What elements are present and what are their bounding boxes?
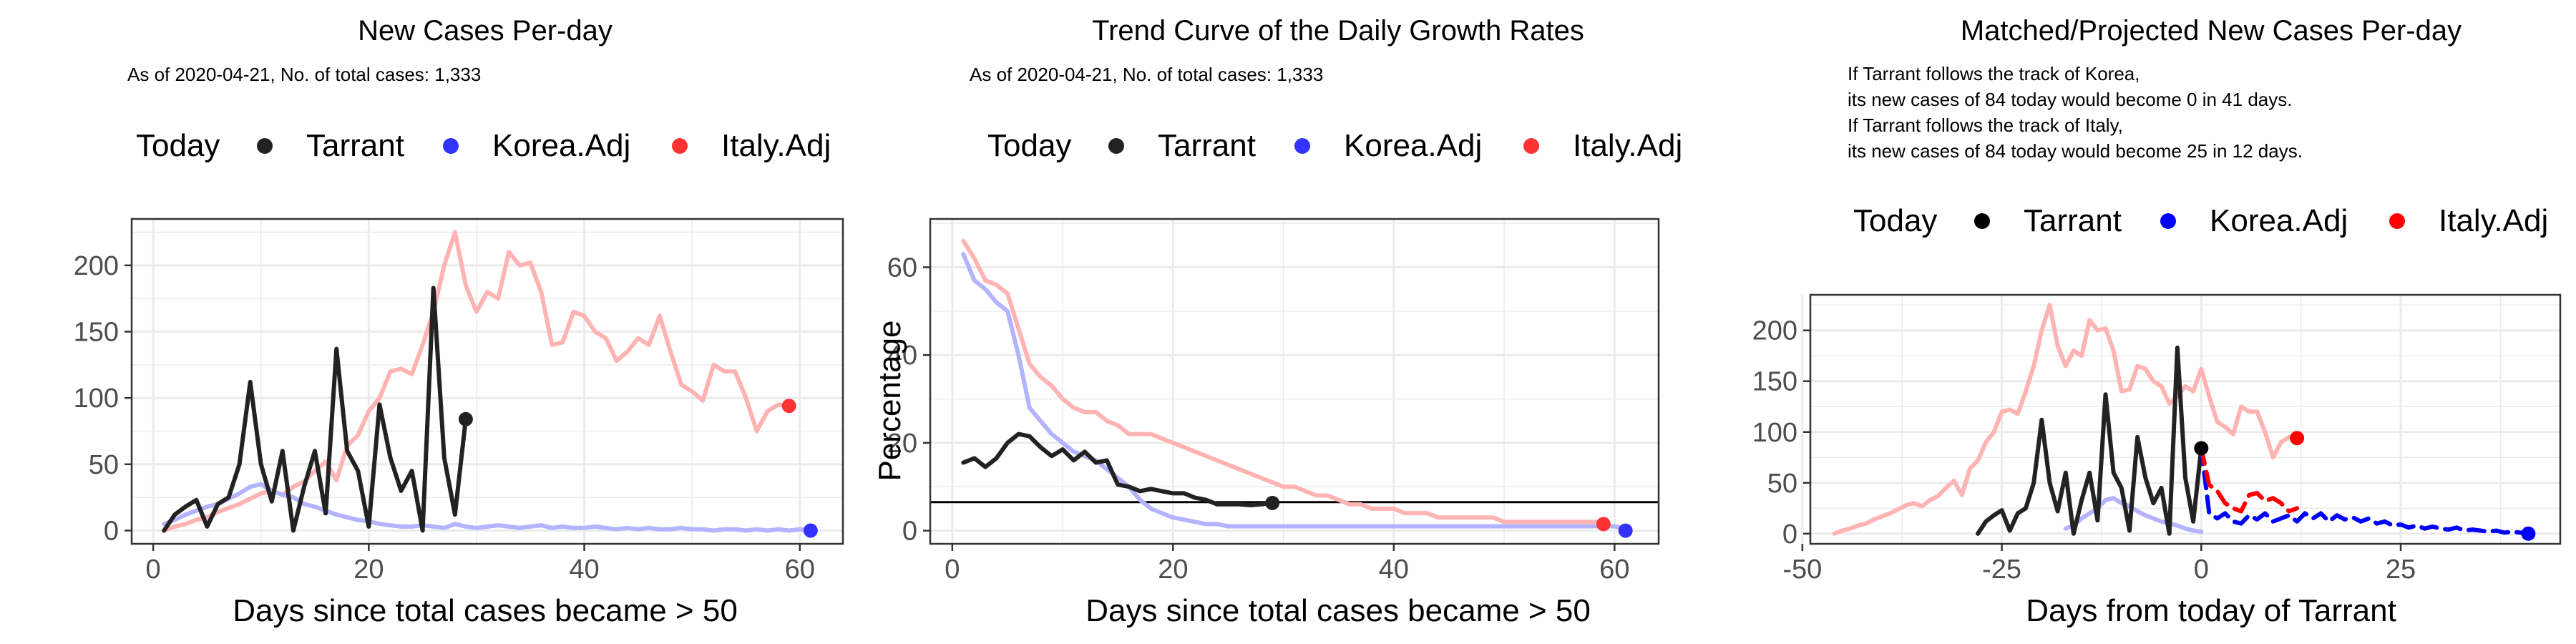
plot-border [929, 218, 1660, 545]
panel3-subtitle-line1: If Tarrant follows the track of Korea, [1848, 63, 2140, 84]
y-tick-label: 0 [104, 516, 119, 546]
x-tick-label: 0 [146, 555, 161, 585]
panel1-legend-key-korea [443, 138, 459, 154]
panel2-legend: Today Tarrant Korea.Adj Italy.Adj [987, 128, 1682, 163]
y-tick-label: 40 [887, 341, 917, 371]
x-tick-label: 20 [1158, 555, 1188, 585]
panel1-subtitle: As of 2020-04-21, No. of total cases: 1,… [127, 64, 481, 85]
panel2-legend-key-tarrant [1108, 138, 1124, 154]
panel2-plot-area: 0 20 40 60 0 20 40 60 [887, 218, 1660, 585]
panel-new-cases: New Cases Per-day As of 2020-04-21, No. … [74, 15, 844, 628]
series-line-korea-adj [961, 252, 1628, 531]
panel3-legend-tarrant: Tarrant [2024, 203, 2122, 238]
panel3-plot-area: -50 -25 0 25 0 50 100 150 200 [1752, 293, 2562, 585]
y-tick-label: 20 [887, 429, 917, 459]
panel3-subtitle-line3: If Tarrant follows the track of Italy, [1848, 114, 2123, 136]
panel2-legend-italy: Italy.Adj [1573, 128, 1682, 163]
y-tick-label: 200 [1752, 316, 1797, 346]
y-tick-label: 0 [1782, 519, 1797, 550]
panel1-legend-italy: Italy.Adj [721, 128, 831, 163]
panel2-title: Trend Curve of the Daily Growth Rates [1092, 15, 1584, 47]
panel3-subtitle-line4: its new cases of 84 today would become 2… [1848, 140, 2303, 162]
panel2-legend-korea: Korea.Adj [1344, 128, 1482, 163]
today-point-italy-adj [1596, 517, 1611, 532]
x-tick-label: 0 [945, 555, 960, 585]
x-tick-label: 25 [2386, 555, 2416, 585]
plot-background [930, 219, 1659, 544]
series-line-tarrant [1976, 345, 2204, 536]
panel3-title: Matched/Projected New Cases Per-day [1961, 15, 2462, 47]
panel-growth-rates: Trend Curve of the Daily Growth Rates As… [872, 15, 1682, 628]
y-tick-label: 150 [74, 318, 119, 348]
today-point-italy-adj [2290, 431, 2305, 446]
x-tick-label: 40 [1379, 555, 1409, 585]
x-tick-label: -50 [1782, 555, 1822, 585]
today-point-korea-adj [2521, 526, 2536, 541]
y-tick-label: 50 [1767, 469, 1797, 499]
panel1-title: New Cases Per-day [358, 15, 613, 47]
panel1-legend: Today Tarrant Korea.Adj Italy.Adj [136, 128, 831, 163]
panel3-legend-korea: Korea.Adj [2210, 203, 2348, 238]
series-line-korea-adj [162, 482, 813, 533]
today-point-tarrant [1265, 495, 1280, 510]
series-line-italy-adj [1832, 303, 2300, 536]
panel2-x-axis-label: Days since total cases became > 50 [1085, 593, 1591, 628]
y-tick-label: 150 [1752, 367, 1797, 397]
panel3-legend-key-korea [2160, 213, 2176, 229]
y-tick-label: 0 [902, 517, 917, 547]
panel2-subtitle: As of 2020-04-21, No. of total cases: 1,… [970, 64, 1323, 85]
series-line-korea-adj-projection [2199, 446, 2531, 536]
y-tick-label: 100 [74, 384, 119, 414]
x-tick-label: -25 [1982, 555, 2021, 585]
panel-matched-projected: Matched/Projected New Cases Per-day If T… [1752, 15, 2562, 628]
today-point-tarrant [2194, 441, 2209, 456]
y-tick-label: 50 [89, 450, 119, 480]
panel1-plot-area: 0 20 40 60 0 50 100 150 200 [74, 218, 844, 585]
x-tick-label: 60 [785, 555, 815, 585]
x-tick-label: 0 [2194, 555, 2209, 585]
panel3-subtitle-line2: its new cases of 84 today would become 0… [1848, 89, 2292, 110]
panel1-legend-title: Today [136, 128, 220, 163]
x-tick-label: 20 [353, 555, 384, 585]
panel3-legend-italy: Italy.Adj [2439, 203, 2548, 238]
x-tick-label: 60 [1599, 555, 1629, 585]
panel2-legend-title: Today [987, 128, 1071, 163]
plot-background [1810, 295, 2560, 544]
plot-border [1809, 293, 2562, 545]
today-point-italy-adj [781, 399, 796, 414]
panel3-legend-key-tarrant [1974, 213, 1990, 229]
panel1-x-axis-label: Days since total cases became > 50 [233, 593, 738, 628]
panel2-legend-key-korea [1294, 138, 1310, 154]
today-point-korea-adj [803, 523, 818, 538]
panel3-x-axis-label: Days from today of Tarrant [2026, 593, 2396, 628]
y-tick-label: 200 [74, 251, 119, 281]
panel2-legend-tarrant: Tarrant [1158, 128, 1256, 163]
today-point-tarrant [458, 411, 473, 426]
panel3-legend-key-italy [2389, 213, 2405, 229]
panel2-y-axis-label: Percentage [872, 320, 907, 481]
series-line-italy-adj-projection [2199, 446, 2300, 514]
series-line-tarrant [961, 431, 1275, 507]
plot-border [130, 218, 844, 545]
panel2-legend-key-italy [1523, 138, 1539, 154]
series-line-tarrant [162, 286, 468, 533]
panel1-legend-tarrant: Tarrant [306, 128, 404, 163]
panel3-legend: Today Tarrant Korea.Adj Italy.Adj [1853, 203, 2548, 238]
y-tick-label: 100 [1752, 418, 1797, 448]
today-point-korea-adj [1618, 523, 1633, 538]
panel1-legend-key-italy [672, 138, 688, 154]
panel1-legend-key-tarrant [257, 138, 273, 154]
series-line-italy-adj [961, 238, 1606, 525]
y-tick-label: 60 [887, 253, 917, 283]
x-tick-label: 40 [569, 555, 599, 585]
panel3-legend-title: Today [1853, 203, 1937, 238]
panel1-legend-korea: Korea.Adj [492, 128, 630, 163]
